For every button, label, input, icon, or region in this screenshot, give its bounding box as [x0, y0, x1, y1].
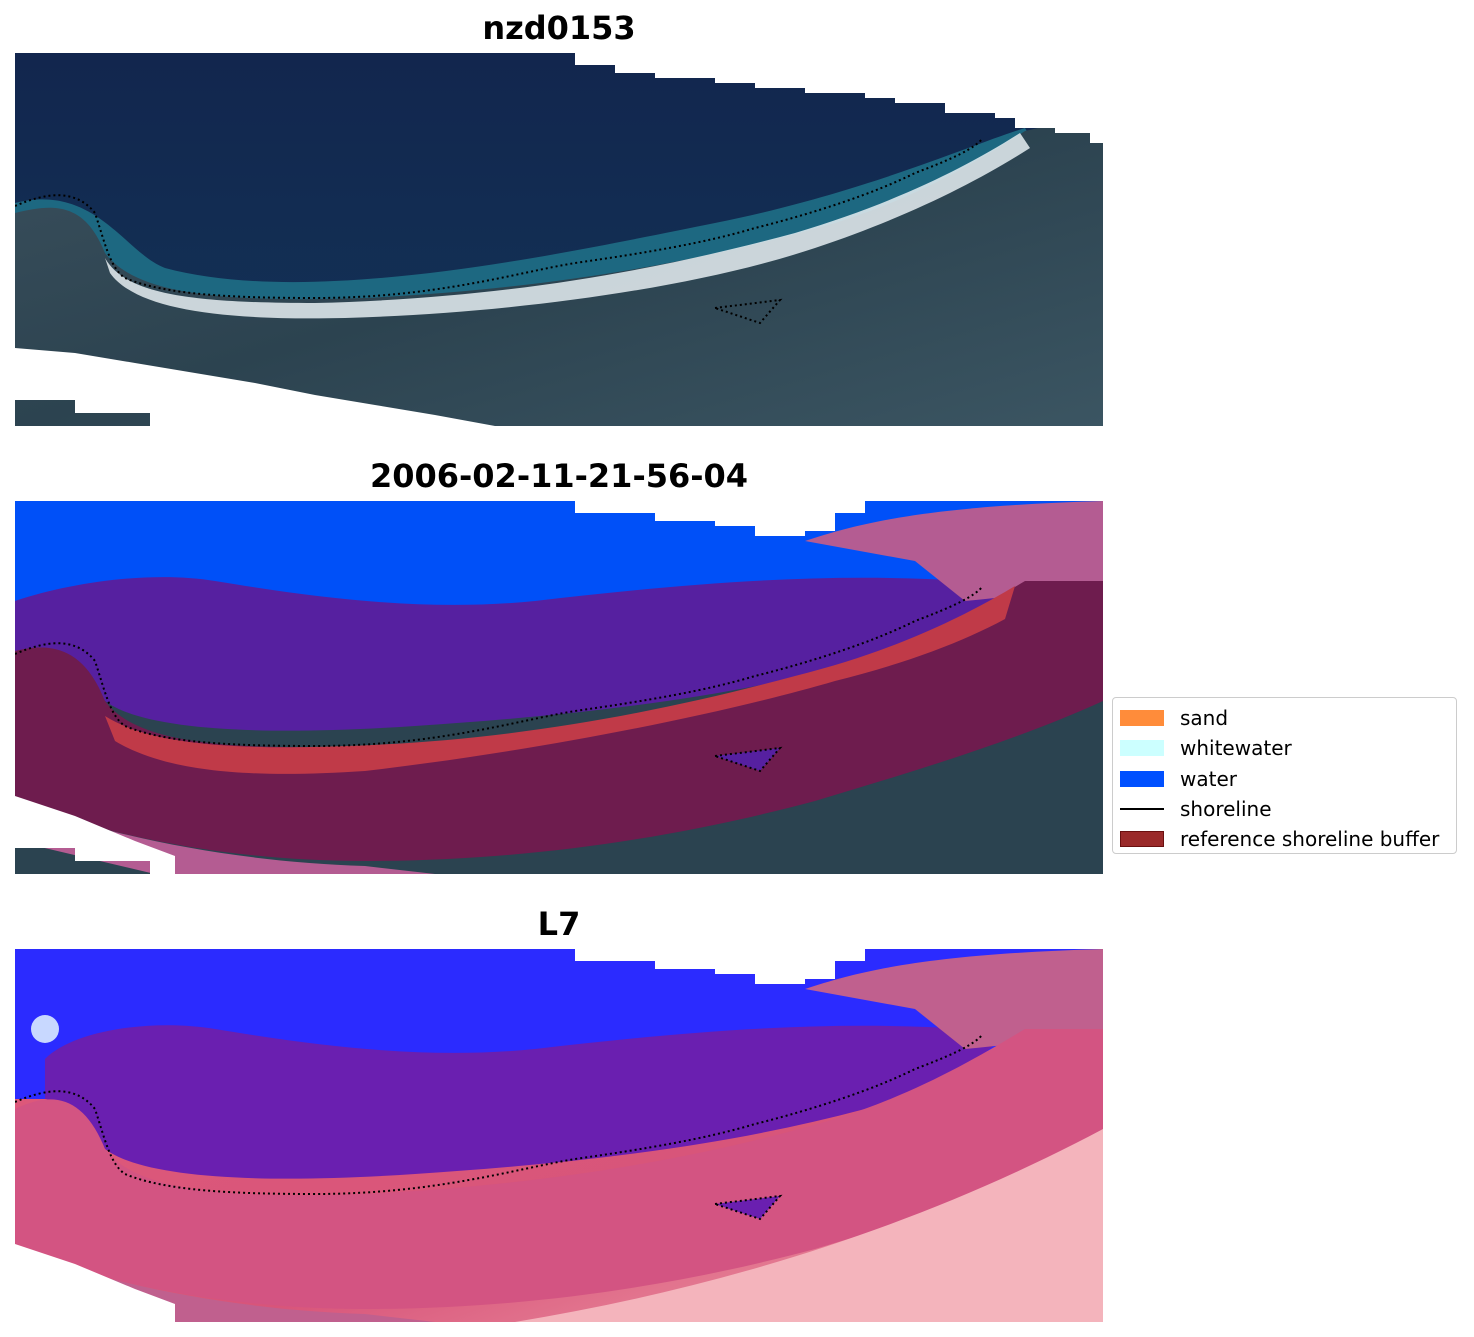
sand-swatch [1120, 710, 1164, 727]
shoreline-swatch [1120, 808, 1164, 811]
legend-item-shoreline: shoreline [1120, 794, 1456, 824]
classified-image [15, 501, 1103, 874]
legend-label: water [1180, 766, 1237, 791]
panel-title-rgb: nzd0153 [482, 9, 636, 47]
legend-label: reference shoreline buffer [1180, 827, 1440, 852]
legend-item-water: water [1120, 764, 1456, 794]
legend-item-sand: sand [1120, 703, 1456, 733]
reference-buffer-swatch [1120, 831, 1164, 848]
mndwi-image-panel [15, 949, 1103, 1322]
classified-image-panel [15, 501, 1103, 874]
rgb-image-panel [15, 53, 1103, 426]
legend: sand whitewater water shoreline referenc… [1112, 697, 1457, 854]
legend-item-whitewater: whitewater [1120, 733, 1456, 763]
whitewater-swatch [1120, 740, 1164, 757]
index-image [15, 949, 1103, 1322]
water-swatch [1120, 770, 1164, 787]
rgb-satellite-image [15, 53, 1103, 426]
legend-label: whitewater [1180, 736, 1292, 761]
legend-item-reference-buffer: reference shoreline buffer [1120, 824, 1456, 854]
panel-title-classified: 2006-02-11-21-56-04 [369, 457, 749, 495]
legend-label: sand [1180, 706, 1229, 731]
legend-label: shoreline [1180, 797, 1272, 822]
panel-title-mndwi: L7 [537, 905, 581, 943]
